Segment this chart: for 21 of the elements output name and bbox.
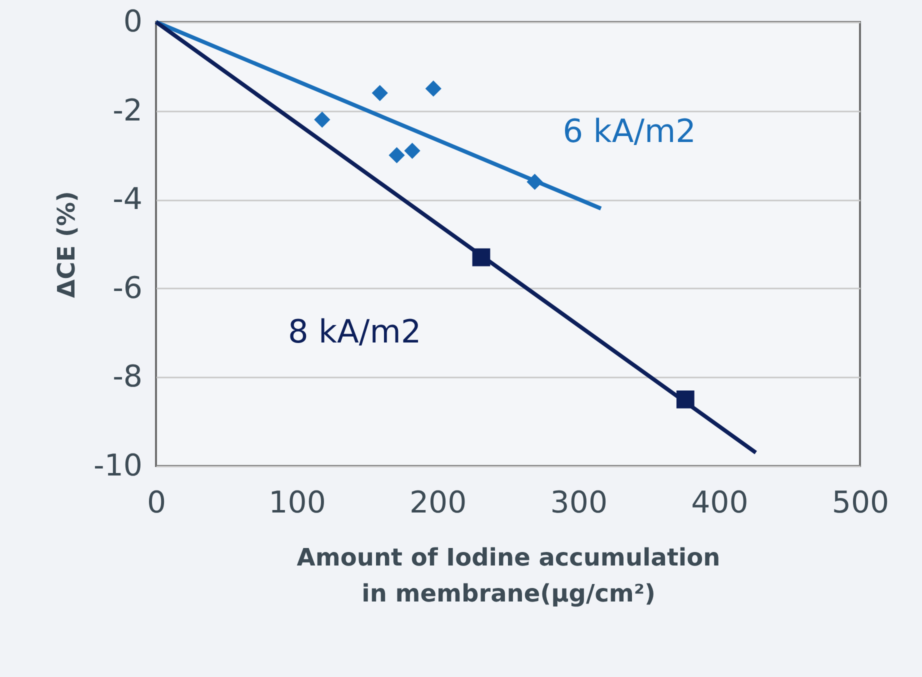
x-tick-label: 500: [832, 486, 890, 520]
x-axis-title: Amount of Iodine accumulation in membrane(µg/cm²): [296, 544, 720, 608]
x-tick-label: 100: [268, 486, 326, 520]
y-axis-title: ΔCE (%): [52, 191, 80, 298]
point: [372, 84, 388, 102]
y-tick-label: -6: [112, 270, 142, 306]
x-tick-label: 200: [409, 486, 467, 520]
y-tick-label: -10: [94, 448, 142, 484]
series-label: 6 kA/m2: [562, 112, 696, 150]
point: [388, 147, 405, 164]
text: 8 kA/m2: [288, 312, 422, 350]
point: [314, 112, 330, 128]
point: [425, 80, 442, 97]
y-tick-label: 0: [123, 4, 142, 40]
y-tick-label: -2: [112, 93, 142, 128]
y-tick-label: -4: [112, 182, 142, 218]
point: [404, 142, 420, 159]
y-tick-label: -8: [112, 360, 142, 395]
x-tick-label: 300: [550, 486, 608, 520]
x-tick-label: 400: [691, 486, 748, 520]
x-tick-label: 0: [146, 486, 166, 520]
